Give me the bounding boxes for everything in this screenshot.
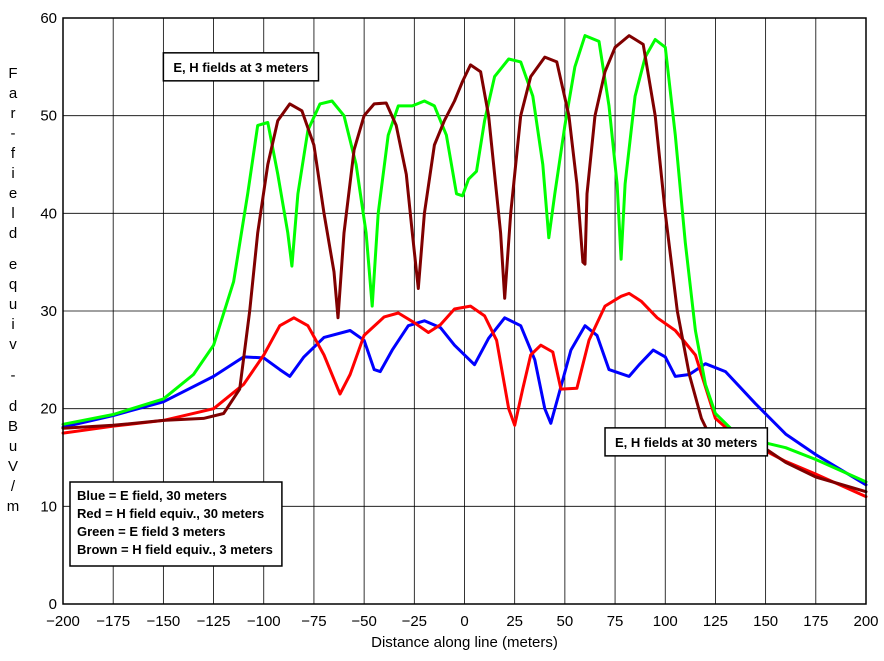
x-tick-label: −25	[402, 613, 427, 630]
series-group	[61, 34, 868, 499]
legend-line: Blue = E field, 30 meters	[77, 488, 227, 503]
x-tick-label: 175	[803, 613, 828, 630]
annotations: E, H fields at 3 meters E, H fields at 30…	[162, 52, 769, 457]
plot-frame	[62, 17, 867, 605]
annotation-text: E, H fields at 3 meters	[173, 60, 308, 75]
legend-line: Red = H field equiv., 30 meters	[77, 506, 264, 521]
y-tick-labels: 0 10 20 30 40 50 60	[40, 10, 57, 613]
x-tick-label: −175	[96, 613, 130, 630]
y-tick-label: 10	[40, 498, 57, 515]
x-tick-label: 150	[753, 613, 778, 630]
legend-box: Blue = E field, 30 meters Red = H field e…	[69, 481, 283, 567]
y-tick-label: 50	[40, 108, 57, 125]
legend-frame	[69, 481, 283, 567]
series-line-2	[61, 34, 868, 484]
x-axis-label: Distance along line (meters)	[371, 634, 558, 651]
x-tick-label: 100	[653, 613, 678, 630]
x-tick-label: −150	[146, 613, 180, 630]
x-tick-label: 50	[557, 613, 574, 630]
annotation-text: E, H fields at 30 meters	[615, 435, 757, 450]
x-tick-label: −125	[197, 613, 231, 630]
legend-line: Green = E field 3 meters	[77, 524, 225, 539]
series-line-1	[61, 291, 868, 499]
series-line-0	[61, 316, 868, 487]
x-tick-label: 0	[460, 613, 468, 630]
annotation-0: E, H fields at 3 meters	[162, 52, 320, 82]
x-tick-label: 75	[607, 613, 624, 630]
legend-line: Brown = H field equiv., 3 meters	[77, 542, 273, 557]
y-tick-label: 30	[40, 303, 57, 320]
y-tick-label: 0	[49, 596, 57, 613]
y-tick-label: 20	[40, 401, 57, 418]
x-tick-label: 200	[853, 613, 878, 630]
annotation-box	[162, 52, 320, 82]
y-tick-label: 40	[40, 205, 57, 222]
annotation-1: E, H fields at 30 meters	[604, 427, 769, 457]
x-tick-label: −200	[46, 613, 80, 630]
x-tick-labels: −200 −175 −150 −125 −100 −75 −50 −25 0 25 50 75 100 1…	[46, 613, 878, 630]
annotation-box	[604, 427, 769, 457]
y-tick-label: 60	[40, 10, 57, 27]
x-tick-label: 25	[506, 613, 523, 630]
x-tick-label: −100	[247, 613, 281, 630]
x-tick-label: −75	[301, 613, 326, 630]
series-line-3	[61, 34, 868, 494]
x-tick-label: −50	[351, 613, 376, 630]
x-tick-label: 125	[703, 613, 728, 630]
